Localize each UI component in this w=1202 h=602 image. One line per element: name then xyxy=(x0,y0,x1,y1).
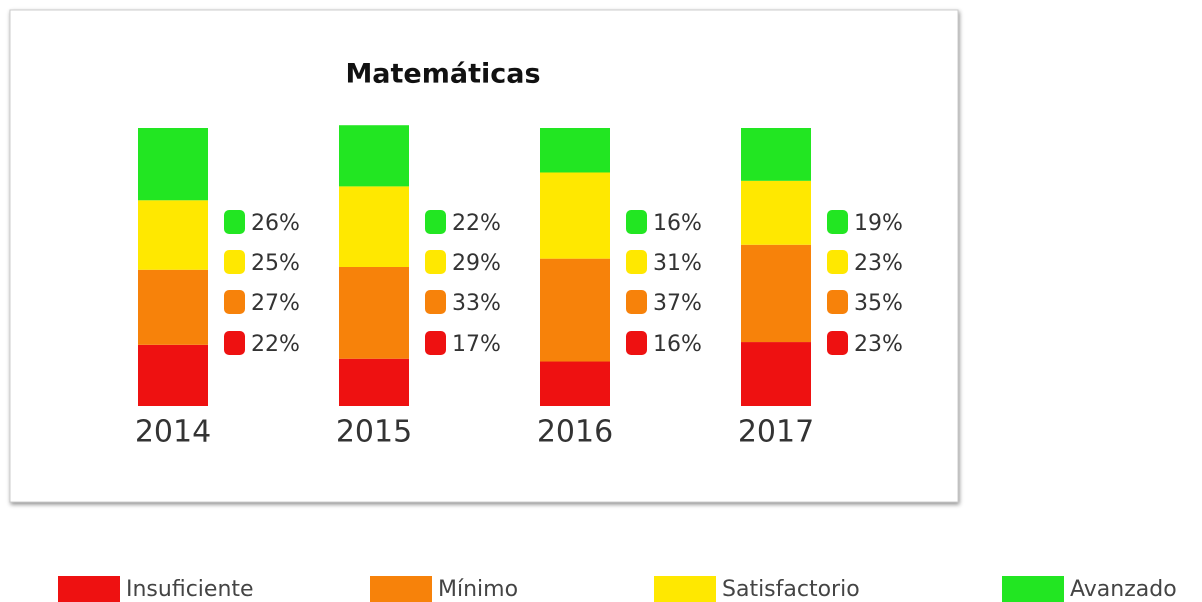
chart-title: Matemáticas xyxy=(345,59,540,90)
data-label: 33% xyxy=(452,291,501,316)
data-label: 16% xyxy=(653,211,702,236)
data-label: 35% xyxy=(854,291,903,316)
label-swatch xyxy=(827,210,848,234)
legend-label: Avanzado xyxy=(1070,577,1177,602)
legend-label: Mínimo xyxy=(438,577,518,602)
x-tick-label: 2015 xyxy=(336,415,412,450)
legend-swatch xyxy=(1002,576,1064,602)
legend-swatch xyxy=(58,576,120,602)
data-label: 23% xyxy=(854,332,903,357)
bar-segment xyxy=(741,180,811,245)
label-swatch xyxy=(425,210,446,234)
legend-label: Satisfactorio xyxy=(722,577,860,602)
data-label: 16% xyxy=(653,332,702,357)
label-swatch xyxy=(827,331,848,355)
label-swatch xyxy=(224,210,245,234)
bar-segment xyxy=(339,186,409,267)
label-swatch xyxy=(425,290,446,314)
label-swatch xyxy=(827,250,848,274)
bar-segment xyxy=(339,267,409,359)
bar-segment xyxy=(741,342,811,406)
bar-segment xyxy=(339,358,409,406)
data-label: 23% xyxy=(854,251,903,276)
bar-segment xyxy=(540,361,610,406)
bar-segment xyxy=(741,128,811,181)
data-label: 31% xyxy=(653,251,702,276)
label-swatch xyxy=(224,250,245,274)
label-swatch xyxy=(827,290,848,314)
label-swatch xyxy=(224,290,245,314)
bar-segment xyxy=(540,172,610,259)
data-label: 26% xyxy=(251,211,300,236)
bar-segment xyxy=(339,125,409,187)
label-swatch xyxy=(626,210,647,234)
data-label: 29% xyxy=(452,251,501,276)
bar-segment xyxy=(540,258,610,362)
legend-swatch xyxy=(370,576,432,602)
data-label: 27% xyxy=(251,291,300,316)
data-label: 22% xyxy=(251,332,300,357)
label-swatch xyxy=(626,290,647,314)
bar-segment xyxy=(138,128,208,201)
data-label: 22% xyxy=(452,211,501,236)
x-tick-label: 2014 xyxy=(135,415,211,450)
label-swatch xyxy=(626,250,647,274)
data-label: 37% xyxy=(653,291,702,316)
x-tick-label: 2017 xyxy=(738,415,814,450)
x-tick-label: 2016 xyxy=(537,415,613,450)
label-swatch xyxy=(425,331,446,355)
bar-segment xyxy=(540,128,610,173)
bar-segment xyxy=(138,269,208,345)
label-swatch xyxy=(224,331,245,355)
legend-label: Insuficiente xyxy=(126,577,254,602)
bar-segment xyxy=(741,244,811,343)
label-swatch xyxy=(425,250,446,274)
bar-segment xyxy=(138,200,208,270)
legend-swatch xyxy=(654,576,716,602)
bar-segment xyxy=(138,344,208,406)
label-swatch xyxy=(626,331,647,355)
data-label: 19% xyxy=(854,211,903,236)
data-label: 25% xyxy=(251,251,300,276)
data-label: 17% xyxy=(452,332,501,357)
